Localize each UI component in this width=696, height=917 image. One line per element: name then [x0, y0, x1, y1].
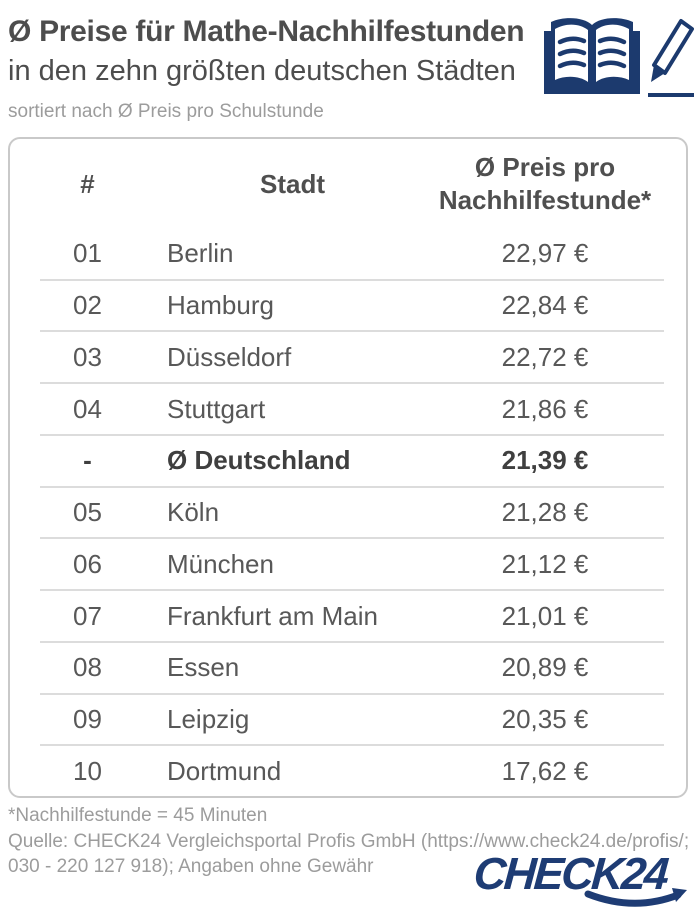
price-cell: 21,86 € — [501, 393, 589, 424]
table-row: 03 Düsseldorf 22,72 € — [10, 332, 686, 382]
row-divider — [40, 485, 664, 488]
row-divider — [40, 330, 664, 333]
column-header-price-line2: Nachhilfestunde* — [438, 185, 652, 215]
price-cell: 22,72 € — [501, 341, 589, 372]
city-cell: Essen — [167, 652, 240, 683]
page-subtitle: in den zehn größten deutschen Städten — [8, 55, 516, 87]
city-cell: Stuttgart — [167, 393, 266, 424]
table-row: 04 Stuttgart 21,86 € — [10, 384, 686, 434]
table-body: 01 Berlin 22,97 € 02 Hamburg 22,84 € 03 … — [10, 229, 686, 796]
city-cell: Berlin — [167, 238, 234, 269]
rank-cell: - — [83, 445, 92, 476]
rank-cell: 04 — [73, 393, 102, 424]
rank-cell: 09 — [73, 703, 102, 734]
rank-cell: 03 — [73, 341, 102, 372]
table-row: 01 Berlin 22,97 € — [10, 229, 686, 279]
table-row: 05 Köln 21,28 € — [10, 488, 686, 538]
city-cell: Frankfurt am Main — [167, 600, 378, 631]
city-cell: München — [167, 548, 274, 579]
row-divider — [40, 640, 664, 643]
row-divider — [40, 278, 664, 281]
price-cell: 21,28 € — [501, 497, 589, 528]
rank-cell: 10 — [73, 755, 102, 786]
price-cell: 21,39 € — [501, 445, 589, 476]
rank-cell: 05 — [73, 497, 102, 528]
table-row: - Ø Deutschland 21,39 € — [10, 436, 686, 486]
price-cell: 20,35 € — [501, 703, 589, 734]
check24-logo: CHECK24 — [472, 848, 690, 915]
price-cell: 17,62 € — [501, 755, 589, 786]
column-header-rank: # — [80, 168, 95, 199]
row-divider — [40, 589, 664, 592]
price-cell: 22,84 € — [501, 290, 589, 321]
row-divider — [40, 433, 664, 436]
rank-cell: 06 — [73, 548, 102, 579]
source-line-2: 030 - 220 127 918); Angaben ohne Gewähr — [8, 856, 374, 877]
price-table: # Stadt Ø Preis pro Nachhilfestunde* 01 … — [8, 137, 688, 798]
table-header-row: # Stadt Ø Preis pro Nachhilfestunde* — [10, 139, 686, 229]
table-row: 08 Essen 20,89 € — [10, 643, 686, 693]
price-cell: 20,89 € — [501, 652, 589, 683]
logo-arrow-icon — [584, 888, 688, 915]
row-divider — [40, 744, 664, 747]
pencil-icon — [648, 16, 694, 111]
row-divider — [40, 382, 664, 385]
row-divider — [40, 537, 664, 540]
city-cell: Hamburg — [167, 290, 274, 321]
rank-cell: 08 — [73, 652, 102, 683]
rank-cell: 01 — [73, 238, 102, 269]
column-header-price: Ø Preis pro Nachhilfestunde* — [420, 151, 670, 217]
table-row: 02 Hamburg 22,84 € — [10, 281, 686, 331]
price-cell: 21,12 € — [501, 548, 589, 579]
table-row: 07 Frankfurt am Main 21,01 € — [10, 591, 686, 641]
infographic-header: Ø Preise für Mathe-Nachhilfestunden in d… — [8, 12, 688, 90]
sort-note: sortiert nach Ø Preis pro Schulstunde — [8, 101, 324, 122]
city-cell: Düsseldorf — [167, 341, 292, 372]
table-row: 06 München 21,12 € — [10, 539, 686, 589]
column-header-price-line1: Ø Preis pro — [474, 152, 616, 182]
footnotes: *Nachhilfestunde = 45 Minuten Quelle: CH… — [8, 803, 689, 880]
source-line-1: Quelle: CHECK24 Vergleichsportal Profis … — [8, 830, 690, 852]
city-cell: Dortmund — [167, 755, 282, 786]
price-cell: 21,01 € — [501, 600, 589, 631]
table-row: 09 Leipzig 20,35 € — [10, 695, 686, 745]
city-cell: Leipzig — [167, 703, 250, 734]
rank-cell: 02 — [73, 290, 102, 321]
city-cell: Köln — [167, 497, 220, 528]
row-divider — [40, 692, 664, 695]
footnote-line: *Nachhilfestunde = 45 Minuten — [8, 805, 268, 826]
table-row: 10 Dortmund 17,62 € — [10, 746, 686, 796]
city-cell: Ø Deutschland — [167, 445, 351, 476]
price-cell: 22,97 € — [501, 238, 589, 269]
open-book-icon — [544, 16, 640, 101]
header-icons — [544, 16, 694, 111]
column-header-city: Stadt — [260, 168, 325, 199]
rank-cell: 07 — [73, 600, 102, 631]
page-title: Ø Preise für Mathe-Nachhilfestunden — [8, 15, 525, 48]
